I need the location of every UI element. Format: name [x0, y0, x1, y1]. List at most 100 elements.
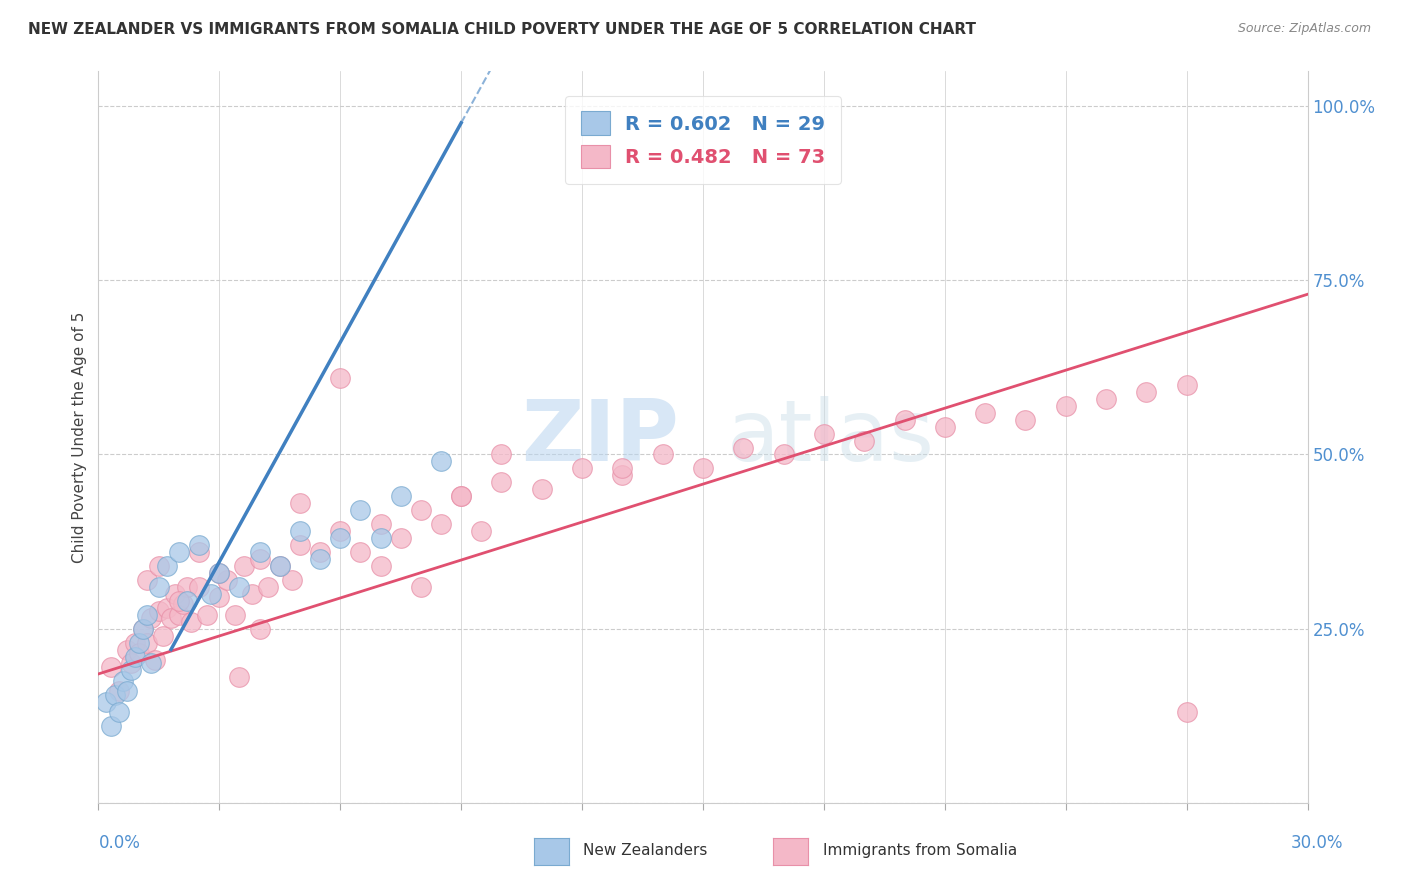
Point — [530, 483, 553, 497]
Point — [124, 649, 146, 664]
Point — [370, 558, 392, 573]
Point — [135, 635, 157, 649]
Point — [128, 635, 150, 649]
Point — [139, 611, 162, 625]
Point — [167, 607, 190, 622]
Point — [1135, 384, 1157, 399]
Point — [329, 524, 352, 538]
Point — [217, 573, 239, 587]
Point — [195, 607, 218, 622]
Point — [176, 580, 198, 594]
Point — [430, 454, 453, 468]
Text: ZIP: ZIP — [522, 395, 679, 479]
Point — [132, 622, 155, 636]
Point — [249, 545, 271, 559]
Point — [120, 657, 142, 671]
Point — [148, 558, 170, 573]
Point — [135, 573, 157, 587]
Point — [188, 580, 211, 594]
Point — [148, 604, 170, 618]
Point — [1095, 392, 1118, 406]
Point — [370, 517, 392, 532]
Point — [167, 594, 190, 608]
Point — [281, 573, 304, 587]
Point — [309, 552, 332, 566]
Point — [370, 531, 392, 545]
Point — [974, 406, 997, 420]
Text: Immigrants from Somalia: Immigrants from Somalia — [823, 844, 1017, 858]
Point — [612, 461, 634, 475]
Point — [240, 587, 263, 601]
Point — [288, 524, 311, 538]
Point — [772, 448, 794, 462]
Point — [96, 695, 118, 709]
Text: New Zealanders: New Zealanders — [583, 844, 707, 858]
Point — [450, 489, 472, 503]
Point — [160, 611, 183, 625]
Point — [124, 635, 146, 649]
Point — [450, 489, 472, 503]
Point — [148, 580, 170, 594]
Point — [180, 615, 202, 629]
Point — [934, 419, 956, 434]
Point — [132, 622, 155, 636]
Point — [692, 461, 714, 475]
Point — [309, 545, 332, 559]
Point — [107, 684, 129, 698]
Point — [269, 558, 291, 573]
Point — [430, 517, 453, 532]
Point — [733, 441, 755, 455]
Text: 0.0%: 0.0% — [98, 834, 141, 852]
Point — [249, 622, 271, 636]
Point — [115, 684, 138, 698]
Point — [135, 607, 157, 622]
Point — [176, 594, 198, 608]
Point — [115, 642, 138, 657]
Point — [1175, 705, 1198, 719]
Legend: R = 0.602   N = 29, R = 0.482   N = 73: R = 0.602 N = 29, R = 0.482 N = 73 — [565, 95, 841, 184]
Point — [491, 448, 513, 462]
Point — [152, 629, 174, 643]
Point — [813, 426, 835, 441]
Point — [1014, 412, 1036, 426]
Text: 30.0%: 30.0% — [1291, 834, 1343, 852]
Point — [200, 587, 222, 601]
Point — [172, 597, 194, 611]
Point — [612, 468, 634, 483]
Point — [288, 538, 311, 552]
Text: NEW ZEALANDER VS IMMIGRANTS FROM SOMALIA CHILD POVERTY UNDER THE AGE OF 5 CORREL: NEW ZEALANDER VS IMMIGRANTS FROM SOMALIA… — [28, 22, 976, 37]
Y-axis label: Child Poverty Under the Age of 5: Child Poverty Under the Age of 5 — [72, 311, 87, 563]
Point — [349, 545, 371, 559]
Point — [470, 524, 492, 538]
Point — [143, 653, 166, 667]
Point — [208, 566, 231, 580]
Point — [208, 591, 231, 605]
Point — [491, 475, 513, 490]
Point — [1175, 377, 1198, 392]
Point — [107, 705, 129, 719]
Point — [103, 688, 125, 702]
Point — [349, 503, 371, 517]
Point — [329, 371, 352, 385]
Point — [188, 538, 211, 552]
Point — [571, 461, 593, 475]
Point — [139, 657, 162, 671]
Point — [651, 448, 673, 462]
Point — [269, 558, 291, 573]
Point — [224, 607, 246, 622]
Point — [288, 496, 311, 510]
Point — [100, 719, 122, 733]
Point — [156, 600, 179, 615]
Point — [249, 552, 271, 566]
Point — [329, 531, 352, 545]
Point — [389, 489, 412, 503]
Point — [232, 558, 254, 573]
Point — [100, 660, 122, 674]
Point — [256, 580, 278, 594]
Point — [893, 412, 915, 426]
Point — [389, 531, 412, 545]
Point — [228, 670, 250, 684]
Point — [409, 503, 432, 517]
Point — [156, 558, 179, 573]
Point — [188, 545, 211, 559]
